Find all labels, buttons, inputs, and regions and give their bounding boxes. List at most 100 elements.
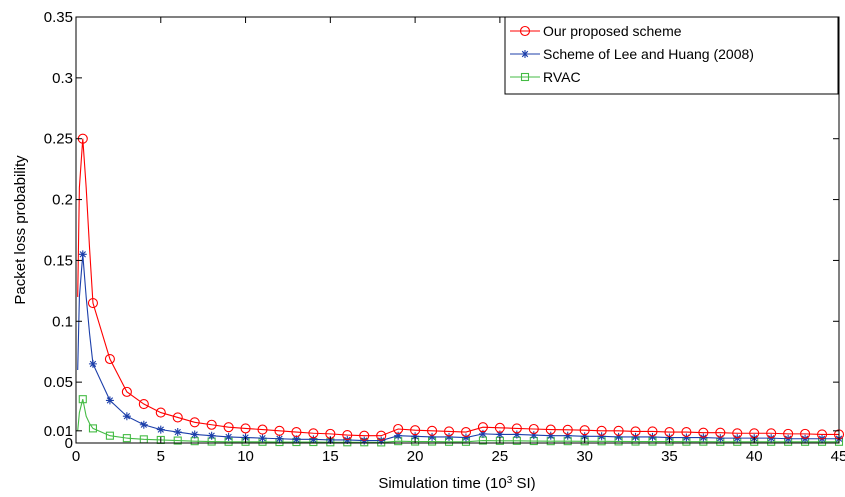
- series-0-point-34: [579, 425, 590, 436]
- series-1-point-40: [682, 433, 691, 442]
- x-tick-label-4: 20: [407, 448, 424, 465]
- series-1-point-30: [512, 430, 521, 439]
- x-axis-label-superscript: 3: [507, 475, 513, 486]
- series-0-point-21: [359, 430, 370, 441]
- series-0-point-40: [681, 426, 692, 438]
- series-0: [77, 133, 845, 441]
- x-tick-label-3: 15: [322, 448, 339, 465]
- series-0-point-29: [494, 422, 505, 433]
- x-tick-label-6: 30: [576, 448, 593, 465]
- x-tick-label-9: 45: [831, 448, 845, 465]
- series-1-point-31: [529, 431, 538, 440]
- series-1-point-18: [309, 435, 318, 444]
- legend-label-1: Scheme of Lee and Huang (2008): [543, 46, 754, 62]
- series-2: [77, 395, 844, 447]
- series-1-point-10: [173, 428, 182, 437]
- series-2-point-2: [78, 395, 87, 404]
- series-0-point-23: [393, 423, 404, 435]
- series-0-point-12: [206, 419, 217, 430]
- series-1-point-15: [258, 434, 267, 443]
- series-1-point-38: [648, 432, 657, 441]
- y-tick-label-3: 0.1: [52, 313, 73, 330]
- series-0-point-6: [104, 353, 115, 365]
- legend-marker-1: [521, 50, 529, 58]
- series-0-point-38: [647, 426, 658, 437]
- series-0-point-27: [460, 426, 472, 438]
- series-0-point-24: [410, 425, 421, 436]
- y-tick-label-8: 0.35: [44, 9, 73, 26]
- legend-label-2: RVAC: [543, 69, 581, 85]
- series-1-point-9: [156, 425, 165, 434]
- series-0-point-15: [257, 424, 268, 435]
- series-1-point-16: [275, 434, 284, 443]
- series-0-point-25: [427, 425, 438, 436]
- x-tick-label-5: 25: [492, 448, 509, 465]
- series-1-point-32: [546, 431, 555, 440]
- series-1-point-26: [445, 432, 454, 441]
- series-0-point-17: [291, 426, 302, 438]
- series-1-point-35: [597, 432, 606, 441]
- x-axis-label-suffix: SI): [512, 475, 535, 492]
- series-0-point-30: [511, 423, 522, 434]
- series-1-point-17: [292, 435, 301, 444]
- series-1-point-37: [631, 432, 640, 441]
- x-tick-label-2: 10: [237, 448, 254, 465]
- x-tick-label-0: 0: [72, 448, 80, 465]
- plot-frame: [75, 16, 840, 444]
- ticks-layer: 0 5 10 15 20 25 30 35 40 4500.010.050.10.150.20.2…: [44, 9, 845, 465]
- series-1-point-13: [224, 432, 233, 441]
- y-tick-label-4: 0.15: [44, 252, 73, 269]
- legend-box: [504, 16, 839, 95]
- series-1-point-8: [139, 420, 148, 429]
- series-1-point-42: [716, 434, 725, 443]
- series-0-point-16: [274, 425, 285, 436]
- x-tick-label-7: 35: [661, 448, 678, 465]
- series-1-point-28: [478, 429, 487, 438]
- series-0-point-14: [240, 423, 251, 434]
- x-tick-label-8: 40: [746, 448, 763, 465]
- legend-marker-0: [519, 25, 531, 37]
- x-axis-label: Simulation time (103 SI): [378, 475, 535, 493]
- series-0-point-42: [715, 427, 726, 438]
- series-1-point-27: [461, 433, 470, 442]
- series-0-point-43: [732, 428, 743, 439]
- series-0-point-46: [783, 428, 794, 439]
- series-1-point-34: [580, 432, 589, 441]
- series-0-point-28: [477, 422, 488, 433]
- series-2-point-5: [88, 424, 98, 433]
- series-1-point-29: [495, 430, 504, 439]
- x-tick-label-1: 5: [157, 448, 165, 465]
- y-tick-label-0: 0: [65, 435, 73, 452]
- series-0-point-36: [613, 425, 624, 436]
- series-0-point-31: [528, 423, 539, 435]
- series-0-point-41: [698, 427, 709, 438]
- y-tick-label-6: 0.25: [44, 131, 73, 148]
- y-tick-label-1: 0.01: [44, 423, 73, 440]
- series-0-point-48: [816, 429, 828, 440]
- series-1-point-25: [428, 432, 437, 441]
- series-0-point-5: [87, 297, 99, 309]
- series-0-point-13: [223, 422, 234, 433]
- series-1-point-11: [190, 430, 199, 439]
- legend: Our proposed scheme Scheme of Lee and Hua…: [504, 16, 839, 95]
- legend-label-0: Our proposed scheme: [543, 23, 682, 39]
- legend-marker-2: [520, 72, 530, 82]
- series-1-point-24: [411, 432, 420, 441]
- y-tick-label-5: 0.2: [52, 192, 73, 209]
- legend-entries: Our proposed scheme Scheme of Lee and Hua…: [510, 23, 754, 85]
- series-2-point-7: [122, 434, 131, 443]
- series-0-point-35: [596, 425, 607, 436]
- series-1-point-5: [88, 359, 97, 368]
- series-0-point-8: [138, 399, 149, 410]
- series-0-point-26: [443, 426, 455, 437]
- series-0-point-9: [155, 407, 166, 418]
- legend-entry-2: RVAC: [510, 69, 581, 85]
- series-0-point-37: [630, 426, 641, 437]
- y-tick-label-2: 0.05: [44, 374, 73, 391]
- series-1-point-23: [394, 431, 403, 440]
- series-0-point-18: [308, 428, 319, 439]
- series-0-point-22: [376, 430, 387, 441]
- series-line-2: [77, 399, 839, 443]
- y-axis-label: Packet loss probability: [12, 155, 29, 305]
